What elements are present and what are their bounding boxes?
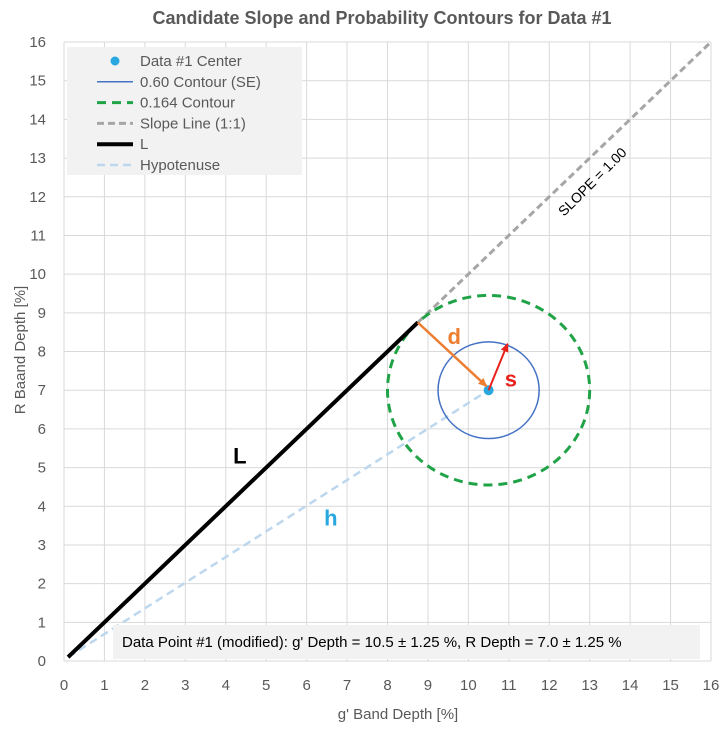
y-tick-label-3: 3 [38,537,46,554]
x-tick-label-13: 13 [581,677,598,694]
series-l-line [66,321,420,659]
x-tick-label-1: 1 [100,677,108,694]
x-tick-label-12: 12 [541,677,558,694]
legend-label-0-164-contour: 0.164 Contour [140,95,235,112]
y-tick-label-2: 2 [38,576,46,593]
d-annotation: d [447,324,460,349]
y-tick-label-14: 14 [29,111,46,128]
series-slope-line-1-1-line [416,40,713,324]
x-tick-label-8: 8 [383,677,391,694]
series-hypotenuse-line [67,389,490,659]
data-note-text: Data Point #1 (modified): g' Depth = 10.… [122,634,622,651]
legend-label-l: L [140,136,148,153]
y-tick-label-12: 12 [29,189,46,206]
s-annotation: s [505,366,517,391]
data-note-background [113,625,700,659]
y-tick-label-9: 9 [38,305,46,322]
legend-background [67,47,302,175]
data-note: Data Point #1 (modified): g' Depth = 10.… [113,625,700,659]
x-tick-label-5: 5 [262,677,270,694]
l-annotation: L [233,444,246,469]
series-0-60-contour-se-ellipse [437,341,540,440]
x-axis-label: g' Band Depth [%] [338,706,458,723]
x-tick-label-16: 16 [703,677,720,694]
x-tick-label-2: 2 [141,677,149,694]
legend-label-hypotenuse: Hypotenuse [140,157,220,174]
series-0-164-contour-ellipse [386,293,592,487]
y-tick-label-10: 10 [29,266,46,283]
h-annotation: h [324,506,337,531]
legend-swatch-data-1-center [110,56,120,66]
x-tick-label-11: 11 [501,677,517,694]
y-tick-label-4: 4 [38,498,46,515]
x-tick-label-3: 3 [181,677,189,694]
y-tick-label-1: 1 [38,614,46,631]
x-tick-label-15: 15 [662,677,679,694]
x-tick-label-4: 4 [222,677,230,694]
y-axis-label: R Baand Depth [%] [12,286,29,414]
arrow-s [487,342,509,391]
y-tick-label-5: 5 [38,460,46,477]
x-tick-label-14: 14 [622,677,639,694]
y-tick-label-16: 16 [29,34,46,51]
x-tick-label-6: 6 [302,677,310,694]
y-tick-label-13: 13 [29,150,46,167]
legend: Data #1 Center 0.60 Contour (SE) 0.164 Con… [67,47,302,175]
legend-label-slope-line-1-1: Slope Line (1:1) [140,115,246,132]
x-tick-labels: 0 1 2 3 4 5 6 7 8 9 10 11 12 13 14 15 16 [60,677,720,694]
y-tick-label-11: 11 [30,227,46,244]
legend-label-data-1-center: Data #1 Center [140,53,242,70]
legend-items: Data #1 Center 0.60 Contour (SE) 0.164 Con… [97,53,261,174]
y-tick-label-15: 15 [29,73,46,90]
arrow-d [416,321,488,388]
x-tick-label-9: 9 [424,677,432,694]
x-tick-label-7: 7 [343,677,351,694]
y-tick-label-0: 0 [38,653,46,670]
legend-label-0-60-contour-se: 0.60 Contour (SE) [140,74,261,91]
y-tick-label-7: 7 [38,382,46,399]
y-tick-label-6: 6 [38,421,46,438]
series-layer [66,40,713,659]
x-tick-label-10: 10 [460,677,477,694]
x-tick-label-0: 0 [60,677,68,694]
y-tick-label-8: 8 [38,344,46,361]
chart-title: Candidate Slope and Probability Contours… [152,8,611,28]
